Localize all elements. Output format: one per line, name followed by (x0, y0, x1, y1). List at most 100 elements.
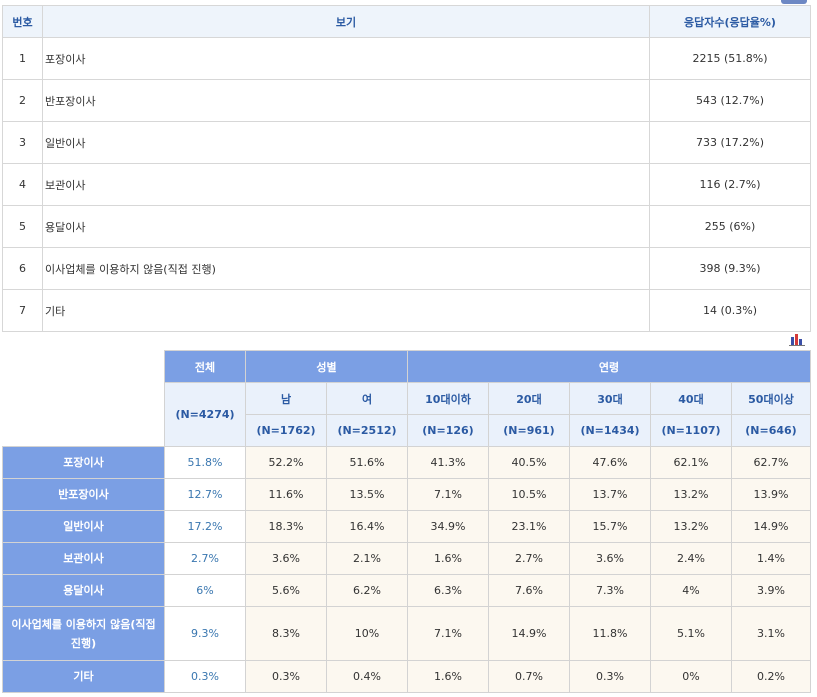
row-cell: 1.6% (407, 542, 489, 575)
age-50s-n: (N=646) (731, 414, 811, 447)
option-label: 포장이사 (42, 37, 650, 80)
row-cell: 0.7% (488, 660, 570, 693)
option-number: 7 (2, 289, 43, 332)
option-row: 4 보관이사 116 (2.7%) (2, 163, 811, 206)
age-20s-n: (N=961) (488, 414, 570, 447)
gender-female-label: 여 (326, 382, 408, 415)
row-cell: 14.9% (488, 606, 570, 661)
row-cell: 2.4% (650, 542, 732, 575)
option-row: 2 반포장이사 543 (12.7%) (2, 79, 811, 122)
row-cell: 7.3% (569, 574, 651, 607)
row-label: 보관이사 (2, 542, 165, 575)
row-cell: 11.8% (569, 606, 651, 661)
cross-tab-row: 기타 0.3% 0.3% 0.4% 1.6% 0.7% 0.3% 0% 0.2% (2, 660, 811, 693)
row-cell: 47.6% (569, 446, 651, 479)
option-result: 2215 (51.8%) (649, 37, 811, 80)
age-30s-label: 30대 (569, 382, 651, 415)
row-cell: 6.3% (407, 574, 489, 607)
option-number: 4 (2, 163, 43, 206)
row-cell: 4% (650, 574, 732, 607)
row-cell: 34.9% (407, 510, 489, 543)
option-row: 7 기타 14 (0.3%) (2, 289, 811, 332)
header-result: 응답자수(응답율%) (649, 5, 811, 38)
row-cell: 0% (650, 660, 732, 693)
option-result: 14 (0.3%) (649, 289, 811, 332)
bar-chart-icon[interactable] (789, 333, 805, 346)
row-cell: 14.9% (731, 510, 811, 543)
option-result: 733 (17.2%) (649, 121, 811, 164)
row-cell: 16.4% (326, 510, 408, 543)
option-number: 1 (2, 37, 43, 80)
row-cell: 3.6% (245, 542, 327, 575)
option-number: 6 (2, 247, 43, 290)
blank-corner (2, 350, 165, 447)
row-label: 포장이사 (2, 446, 165, 479)
row-label: 반포장이사 (2, 478, 165, 511)
option-row: 1 포장이사 2215 (51.8%) (2, 37, 811, 80)
row-cell: 5.6% (245, 574, 327, 607)
row-cell: 13.2% (650, 510, 732, 543)
option-number: 3 (2, 121, 43, 164)
row-cell: 41.3% (407, 446, 489, 479)
row-cell: 0.2% (731, 660, 811, 693)
cross-tab-row: 반포장이사 12.7% 11.6% 13.5% 7.1% 10.5% 13.7% 13.2% 1… (2, 478, 811, 511)
row-cell: 62.1% (650, 446, 732, 479)
option-result: 543 (12.7%) (649, 79, 811, 122)
row-total: 2.7% (164, 542, 246, 575)
row-label: 이사업체를 이용하지 않음(직접 진행) (2, 606, 165, 661)
row-cell: 2.7% (488, 542, 570, 575)
row-cell: 6.2% (326, 574, 408, 607)
options-table-header: 번호 보기 응답자수(응답율%) (2, 5, 811, 38)
row-cell: 0.3% (245, 660, 327, 693)
row-cell: 3.9% (731, 574, 811, 607)
row-cell: 0.3% (569, 660, 651, 693)
age-30s-n: (N=1434) (569, 414, 651, 447)
gender-header: 성별 (245, 350, 408, 383)
cross-tab-row: 보관이사 2.7% 3.6% 2.1% 1.6% 2.7% 3.6% 2.4% 1.4% (2, 542, 811, 575)
row-total: 9.3% (164, 606, 246, 661)
option-result: 398 (9.3%) (649, 247, 811, 290)
age-10s-label: 10대이하 (407, 382, 489, 415)
total-n: (N=4274) (164, 382, 246, 447)
header-option: 보기 (42, 5, 650, 38)
row-label: 용달이사 (2, 574, 165, 607)
row-cell: 3.6% (569, 542, 651, 575)
row-cell: 7.1% (407, 606, 489, 661)
row-total: 51.8% (164, 446, 246, 479)
row-cell: 11.6% (245, 478, 327, 511)
age-40s-label: 40대 (650, 382, 732, 415)
age-20s-label: 20대 (488, 382, 570, 415)
row-cell: 13.5% (326, 478, 408, 511)
option-label: 반포장이사 (42, 79, 650, 122)
collapse-tab-icon[interactable] (781, 0, 807, 4)
gender-male-n: (N=1762) (245, 414, 327, 447)
header-no: 번호 (2, 5, 43, 38)
row-label: 일반이사 (2, 510, 165, 543)
option-result: 116 (2.7%) (649, 163, 811, 206)
option-label: 기타 (42, 289, 650, 332)
age-40s-n: (N=1107) (650, 414, 732, 447)
row-total: 17.2% (164, 510, 246, 543)
gender-male-label: 남 (245, 382, 327, 415)
row-cell: 40.5% (488, 446, 570, 479)
row-cell: 10.5% (488, 478, 570, 511)
cross-tab-row: 이사업체를 이용하지 않음(직접 진행) 9.3% 8.3% 10% 7.1% 14.9%… (2, 606, 811, 661)
row-cell: 1.4% (731, 542, 811, 575)
cross-tab-row: 일반이사 17.2% 18.3% 16.4% 34.9% 23.1% 15.7% 13.2% 1… (2, 510, 811, 543)
option-label: 용달이사 (42, 205, 650, 248)
row-cell: 52.2% (245, 446, 327, 479)
row-cell: 23.1% (488, 510, 570, 543)
row-cell: 10% (326, 606, 408, 661)
option-label: 일반이사 (42, 121, 650, 164)
age-10s-n: (N=126) (407, 414, 489, 447)
cross-tab-table: 전체 성별 연령 (N=4274) 남 여 10대이하 20대 30대 40대 … (2, 350, 811, 693)
option-row: 6 이사업체를 이용하지 않음(직접 진행) 398 (9.3%) (2, 247, 811, 290)
cross-tab-row: 용달이사 6% 5.6% 6.2% 6.3% 7.6% 7.3% 4% 3.9% (2, 574, 811, 607)
row-total: 12.7% (164, 478, 246, 511)
row-cell: 3.1% (731, 606, 811, 661)
option-label: 이사업체를 이용하지 않음(직접 진행) (42, 247, 650, 290)
option-row: 5 용달이사 255 (6%) (2, 205, 811, 248)
total-header: 전체 (164, 350, 246, 383)
row-cell: 51.6% (326, 446, 408, 479)
age-50s-label: 50대이상 (731, 382, 811, 415)
